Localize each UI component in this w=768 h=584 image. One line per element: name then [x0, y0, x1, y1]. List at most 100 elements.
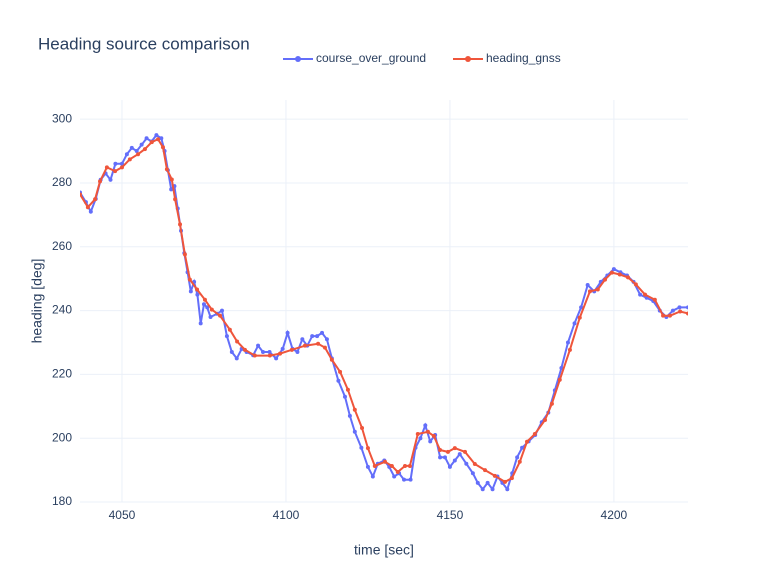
- point: [587, 289, 592, 294]
- point: [463, 449, 468, 454]
- point: [470, 471, 475, 476]
- point: [609, 270, 614, 275]
- point: [201, 302, 206, 307]
- y-tick-label: 220: [52, 367, 72, 381]
- point: [447, 464, 452, 469]
- y-tick-label: 200: [52, 430, 72, 444]
- point: [402, 477, 407, 482]
- point: [595, 287, 600, 292]
- point: [188, 289, 193, 294]
- point: [85, 205, 90, 210]
- point: [242, 347, 247, 352]
- legend-marker: [465, 56, 471, 62]
- point: [485, 480, 490, 485]
- point: [256, 343, 261, 348]
- point: [234, 356, 239, 361]
- point: [472, 462, 477, 467]
- point: [686, 311, 688, 316]
- point: [643, 292, 648, 297]
- point: [129, 145, 134, 150]
- point: [267, 353, 272, 358]
- point: [104, 165, 109, 170]
- point: [182, 252, 187, 257]
- point: [370, 474, 375, 479]
- point: [520, 445, 525, 450]
- point: [278, 351, 283, 356]
- point: [267, 350, 272, 355]
- point: [80, 192, 82, 197]
- point: [316, 341, 321, 346]
- point: [359, 445, 364, 450]
- point: [142, 147, 147, 152]
- point: [159, 136, 164, 141]
- x-tick-label: 4150: [437, 508, 464, 522]
- point: [423, 423, 428, 428]
- point: [136, 152, 141, 157]
- point: [347, 413, 352, 418]
- point: [144, 136, 149, 141]
- point: [274, 356, 279, 361]
- point: [438, 455, 443, 460]
- point: [169, 177, 174, 182]
- point: [633, 282, 638, 287]
- point: [372, 463, 377, 468]
- point: [464, 461, 469, 466]
- legend-label: course_over_ground: [316, 51, 426, 65]
- x-tick-label: 4200: [601, 508, 628, 522]
- point: [418, 436, 423, 441]
- point: [402, 463, 407, 468]
- point: [579, 305, 584, 310]
- x-tick-label: 4050: [109, 508, 136, 522]
- point: [617, 272, 622, 277]
- plot-area: [80, 133, 688, 492]
- point: [452, 446, 457, 451]
- point: [503, 479, 508, 484]
- point: [302, 343, 307, 348]
- point: [549, 401, 554, 406]
- point: [457, 452, 462, 457]
- point: [425, 429, 430, 434]
- point: [229, 350, 234, 355]
- point: [154, 133, 159, 138]
- point: [208, 314, 213, 319]
- point: [532, 432, 537, 437]
- point: [431, 433, 436, 438]
- point: [505, 487, 510, 492]
- point: [452, 458, 457, 463]
- point: [252, 353, 257, 358]
- point: [124, 152, 129, 157]
- point: [93, 197, 98, 202]
- point: [127, 157, 132, 162]
- point: [360, 425, 365, 430]
- point: [490, 487, 495, 492]
- point: [98, 179, 103, 184]
- point: [289, 347, 294, 352]
- point: [524, 439, 529, 444]
- x-tick-label: 4100: [273, 508, 300, 522]
- point: [160, 145, 165, 150]
- point: [565, 340, 570, 345]
- point: [322, 345, 327, 350]
- point: [408, 477, 413, 482]
- point: [652, 297, 657, 302]
- point: [198, 321, 203, 326]
- point: [324, 337, 329, 342]
- point: [492, 473, 497, 478]
- point: [557, 377, 562, 382]
- point: [415, 432, 420, 437]
- point: [260, 350, 265, 355]
- point: [300, 337, 305, 342]
- y-tick-label: 300: [52, 111, 72, 125]
- point: [195, 292, 200, 297]
- point: [235, 339, 240, 344]
- point: [205, 305, 210, 310]
- point: [382, 459, 387, 464]
- point: [428, 439, 433, 444]
- point: [310, 334, 315, 339]
- point: [336, 378, 341, 383]
- point: [202, 297, 207, 302]
- point: [342, 394, 347, 399]
- point: [224, 334, 229, 339]
- series-line: [80, 137, 688, 484]
- point: [365, 446, 370, 451]
